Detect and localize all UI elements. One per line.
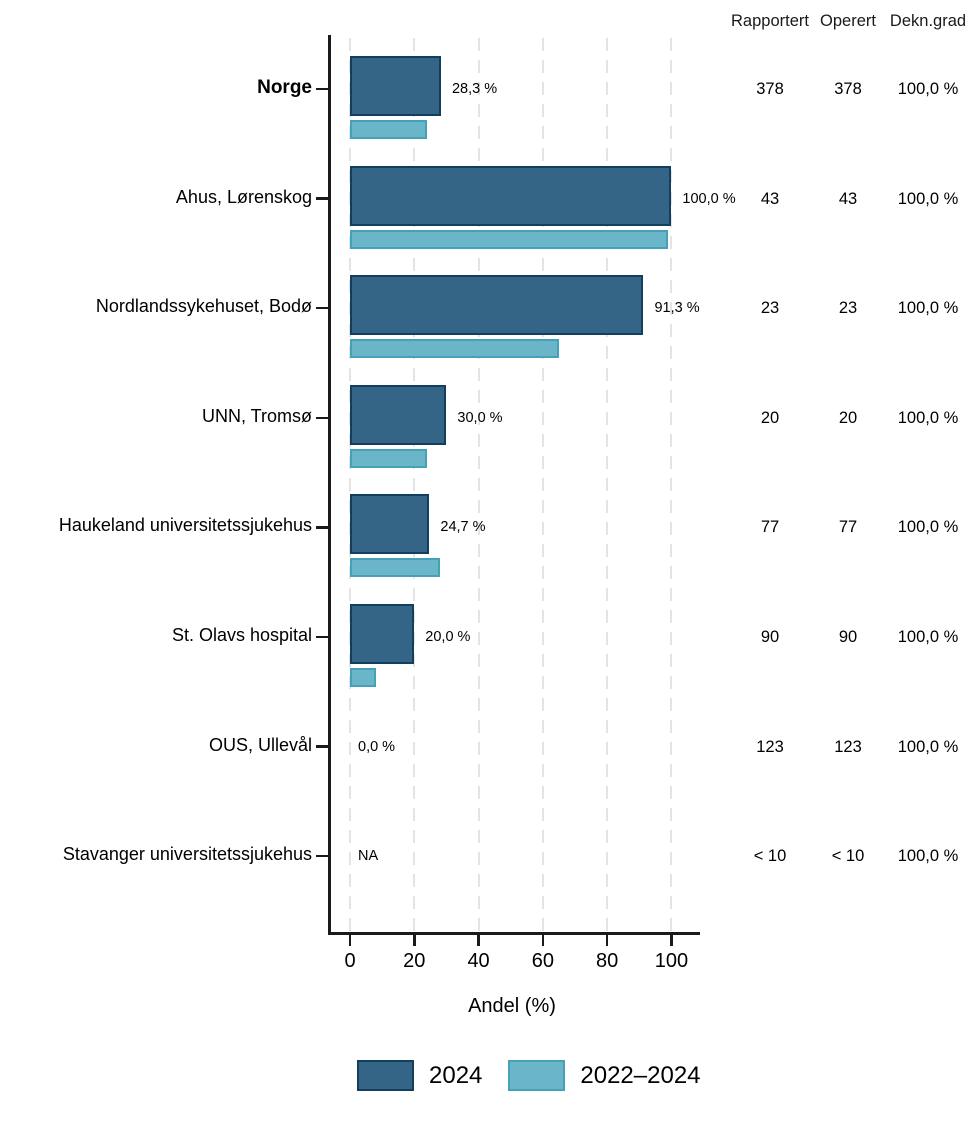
table-cell-rapportert: 23 bbox=[760, 299, 780, 318]
x-tick-80 bbox=[605, 935, 609, 946]
table-cell-rapportert: < 10 bbox=[753, 847, 787, 866]
bar-value-label: 20,0 % bbox=[425, 629, 471, 645]
gridline-40 bbox=[477, 38, 480, 932]
x-tick-label-0: 0 bbox=[344, 950, 356, 972]
bar-value-label: 28,3 % bbox=[451, 81, 498, 97]
gridline-20 bbox=[413, 38, 416, 932]
x-tick-0 bbox=[348, 935, 352, 946]
gridline-80 bbox=[606, 38, 609, 932]
hospital-label: OUS, Ullevål bbox=[208, 734, 312, 755]
table-cell-operert: 23 bbox=[838, 299, 858, 318]
x-tick-label-80: 80 bbox=[596, 950, 619, 972]
bar-value-label: 24,7 % bbox=[440, 519, 486, 536]
y-axis-line bbox=[328, 35, 331, 935]
table-cell-operert: 123 bbox=[834, 737, 862, 756]
bar-2024 bbox=[350, 604, 415, 664]
column-header-rapportert: Rapportert bbox=[731, 12, 809, 30]
bar-2022-2024 bbox=[350, 558, 440, 578]
table-cell-operert: 77 bbox=[838, 518, 858, 537]
bar-value-label: 0,0 % bbox=[358, 738, 396, 755]
table-cell-dekngrad: 100,0 % bbox=[897, 518, 959, 537]
gridline-100 bbox=[670, 38, 673, 932]
table-cell-rapportert: 43 bbox=[760, 189, 780, 208]
x-tick-label-60: 60 bbox=[531, 950, 554, 972]
table-cell-rapportert: 123 bbox=[756, 737, 784, 756]
table-cell-rapportert: 90 bbox=[760, 628, 780, 646]
bar-2022-2024 bbox=[350, 339, 559, 359]
table-cell-dekngrad: 100,0 % bbox=[897, 408, 959, 427]
y-tick bbox=[316, 635, 329, 639]
bar-value-label: 30,0 % bbox=[457, 409, 503, 426]
x-tick-100 bbox=[670, 935, 673, 946]
hospital-label: Ahus, Lørenskog bbox=[175, 186, 312, 207]
gridline-60 bbox=[541, 38, 544, 932]
table-cell-operert: 43 bbox=[838, 189, 858, 208]
hospital-label: Norge bbox=[257, 77, 312, 98]
bar-2022-2024 bbox=[350, 229, 669, 249]
hospital-label: Haukeland universitetssjukehus bbox=[58, 515, 312, 536]
bar-value-label: 91,3 % bbox=[654, 300, 700, 317]
x-tick-40 bbox=[477, 935, 480, 946]
table-cell-operert: < 10 bbox=[831, 847, 865, 866]
gridline-0 bbox=[349, 38, 351, 932]
legend-swatch-2022-2024 bbox=[508, 1060, 566, 1091]
column-header-dekngrad: Dekn.grad bbox=[889, 12, 967, 30]
table-cell-operert: 90 bbox=[838, 628, 858, 646]
y-tick bbox=[316, 197, 329, 200]
table-cell-dekngrad: 100,0 % bbox=[897, 847, 959, 866]
y-tick bbox=[316, 306, 329, 310]
legend: 2024 2022–2024 bbox=[357, 1060, 701, 1091]
column-header-operert: Operert bbox=[820, 12, 876, 30]
y-tick bbox=[316, 854, 329, 858]
bar-value-label: NA bbox=[358, 848, 379, 865]
y-tick bbox=[316, 416, 329, 420]
bar-2024 bbox=[350, 275, 644, 336]
legend-item-2022-2024: 2022–2024 bbox=[508, 1060, 701, 1091]
bar-2024 bbox=[350, 384, 447, 445]
bar-2024 bbox=[350, 494, 430, 555]
x-axis-title: Andel (%) bbox=[468, 995, 556, 1017]
table-cell-dekngrad: 100,0 % bbox=[897, 628, 959, 646]
bar-2022-2024 bbox=[350, 448, 428, 468]
bar-2024 bbox=[350, 165, 672, 226]
hospital-label: Stavanger universitetssjukehus bbox=[62, 844, 312, 865]
x-tick-20 bbox=[413, 935, 416, 946]
legend-swatch-2024 bbox=[357, 1060, 414, 1091]
table-cell-dekngrad: 100,0 % bbox=[897, 737, 959, 756]
table-cell-operert: 378 bbox=[834, 80, 862, 98]
x-axis-line bbox=[328, 932, 700, 935]
y-tick bbox=[316, 745, 329, 748]
x-tick-label-20: 20 bbox=[403, 950, 426, 972]
y-tick bbox=[316, 87, 329, 91]
hospital-label: Nordlandssykehuset, Bodø bbox=[95, 296, 312, 317]
table-cell-rapportert: 20 bbox=[760, 408, 780, 427]
table-cell-dekngrad: 100,0 % bbox=[897, 189, 959, 208]
legend-label-2022-2024: 2022–2024 bbox=[580, 1061, 701, 1089]
legend-label-2024: 2024 bbox=[429, 1061, 483, 1089]
table-cell-rapportert: 378 bbox=[756, 80, 784, 98]
table-cell-dekngrad: 100,0 % bbox=[897, 299, 959, 318]
bar-2022-2024 bbox=[350, 668, 376, 687]
x-tick-60 bbox=[541, 935, 545, 946]
hospital-label: UNN, Tromsø bbox=[202, 405, 312, 426]
bar-value-label: 100,0 % bbox=[682, 190, 736, 207]
hospital-label: St. Olavs hospital bbox=[171, 625, 312, 645]
legend-item-2024: 2024 bbox=[357, 1060, 482, 1091]
table-cell-dekngrad: 100,0 % bbox=[897, 80, 959, 98]
table-cell-rapportert: 77 bbox=[760, 518, 780, 537]
x-tick-label-40: 40 bbox=[467, 950, 490, 972]
bar-2022-2024 bbox=[350, 120, 428, 139]
table-cell-operert: 20 bbox=[838, 408, 858, 427]
y-tick bbox=[316, 526, 329, 529]
x-tick-label-100: 100 bbox=[654, 950, 689, 972]
bar-2024 bbox=[350, 56, 441, 116]
